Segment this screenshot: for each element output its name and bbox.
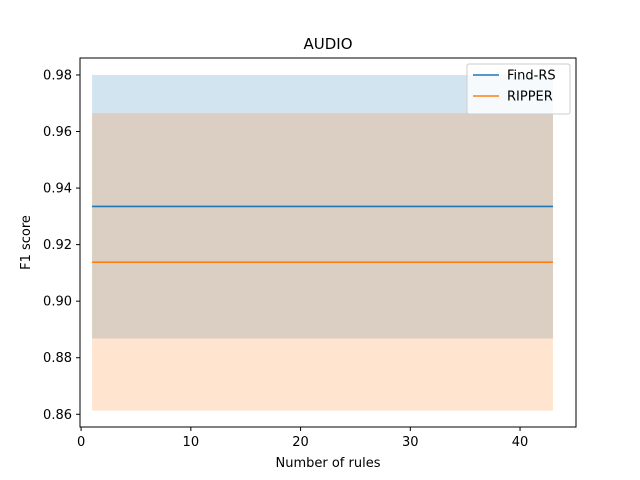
legend-label: RIPPER — [507, 90, 553, 105]
series-lines — [92, 205, 553, 263]
y-tick-label: 0.94 — [43, 182, 72, 197]
x-axis-label: Number of rules — [276, 456, 381, 471]
y-tick-label: 0.90 — [43, 295, 72, 310]
y-axis-label: F1 score — [19, 215, 34, 270]
x-axis-ticks: 0 10 20 30 40 — [77, 427, 528, 450]
y-tick-label: 0.92 — [43, 238, 72, 253]
x-tick-label: 30 — [402, 435, 419, 450]
x-tick-label: 0 — [77, 435, 85, 450]
legend: Find-RS RIPPER — [466, 63, 571, 115]
y-axis-ticks: 0.86 0.88 0.90 0.92 0.94 0.96 0.98 — [43, 68, 80, 423]
y-tick-label: 0.86 — [43, 408, 72, 423]
y-tick-label: 0.98 — [43, 68, 72, 83]
y-tick-label: 0.88 — [43, 351, 72, 366]
plot-frame — [79, 57, 577, 428]
confidence-bands — [92, 74, 553, 411]
legend-box — [466, 63, 571, 115]
legend-label: Find-RS — [507, 69, 556, 84]
x-tick-label: 10 — [183, 435, 200, 450]
y-tick-label: 0.96 — [43, 125, 72, 140]
chart-title: AUDIO — [303, 35, 352, 53]
x-tick-label: 20 — [292, 435, 309, 450]
x-tick-label: 40 — [512, 435, 529, 450]
